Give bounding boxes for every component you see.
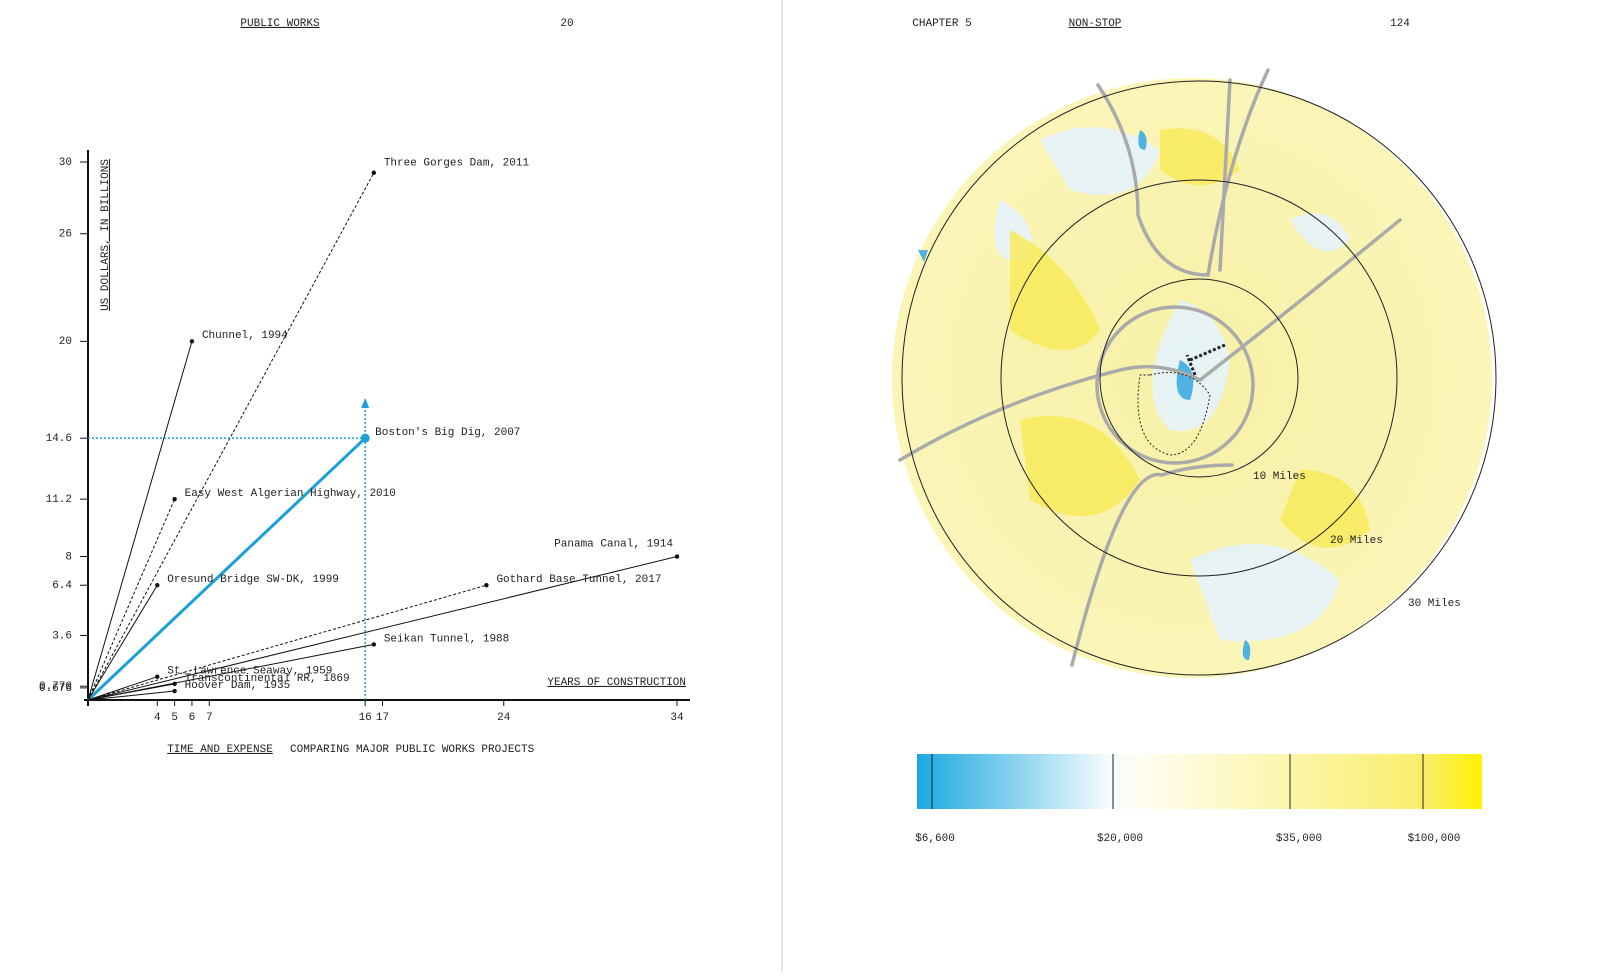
y-tick-label: 14.6 (46, 433, 72, 445)
project-point (172, 688, 177, 694)
ring-label: 10 Miles (1253, 471, 1306, 483)
project-line (87, 584, 158, 701)
x-axis-label: YEARS OF CONSTRUCTION (547, 677, 686, 689)
y-tick-label: 6.4 (52, 580, 72, 592)
map (892, 68, 1497, 678)
project-line (87, 584, 487, 701)
y-tick-label: 11.2 (46, 494, 72, 506)
scale-ticks (931, 754, 1424, 809)
caption-title: TIME AND EXPENSE (167, 744, 273, 756)
y-axis-label: US DOLLARS, IN BILLIONS (100, 159, 112, 311)
scale-label: $6,600 (915, 833, 955, 845)
y-tick-label: 3.6 (52, 630, 72, 642)
project-label: Transcontinental RR, 1869 (185, 673, 350, 685)
ring-label: 20 Miles (1330, 535, 1383, 547)
project-label: Seikan Tunnel, 1988 (384, 633, 509, 645)
scale-label: $20,000 (1097, 833, 1143, 845)
x-tick-label: 6 (189, 712, 196, 724)
page-number: 20 (560, 18, 573, 30)
project-label: Oresund Bridge SW-DK, 1999 (167, 574, 339, 586)
project-label: Boston's Big Dig, 2007 (375, 427, 520, 439)
page-number: 124 (1390, 18, 1410, 30)
project-label: Three Gorges Dam, 2011 (384, 158, 530, 170)
scale-label: $100,000 (1408, 833, 1461, 845)
x-tick-label: 24 (497, 712, 511, 724)
scale-label: $35,000 (1276, 833, 1322, 845)
x-tick-label: 4 (154, 712, 161, 724)
y-tick-label: 20 (59, 336, 72, 348)
project-line (87, 556, 678, 701)
project-label: Hoover Dam, 1935 (185, 680, 291, 692)
project-label: Panama Canal, 1914 (554, 538, 673, 550)
x-tick-label: 34 (670, 712, 684, 724)
header-title: PUBLIC WORKS (240, 18, 320, 30)
header-chapter: CHAPTER 5 (912, 18, 971, 30)
guide-arrow (361, 398, 370, 408)
project-point (371, 170, 377, 175)
project-point (172, 496, 177, 502)
project-line (87, 341, 193, 701)
y-tick-label: 8 (65, 551, 72, 563)
project-line (87, 690, 175, 701)
x-tick-label: 5 (171, 712, 178, 724)
project-point (371, 642, 377, 647)
caption: COMPARING MAJOR PUBLIC WORKS PROJECTS (290, 744, 535, 756)
project-point (484, 583, 489, 588)
project-label: Easy West Algerian Highway, 2010 (185, 488, 396, 500)
ring-label: 30 Miles (1408, 598, 1461, 610)
project-line (87, 172, 375, 701)
x-tick-label: 16 (359, 712, 372, 724)
project-line (87, 676, 158, 701)
x-tick-label: 17 (376, 712, 389, 724)
y-tick-label: 0.770 (39, 681, 72, 693)
project-point (155, 583, 160, 588)
project-label: St. Lawrence Seaway, 1959 (167, 666, 332, 678)
project-point (674, 554, 680, 559)
y-tick-label: 0.676 (39, 683, 72, 695)
project-line (87, 683, 175, 701)
project-point (172, 681, 177, 687)
project-label: Gothard Base Tunnel, 2017 (496, 574, 661, 586)
color-scale (917, 754, 1482, 809)
header-title: NON-STOP (1069, 18, 1122, 30)
project-point (155, 674, 160, 679)
x-tick-label: 7 (206, 712, 213, 724)
project-point (189, 339, 195, 344)
y-tick-label: 30 (59, 157, 72, 169)
y-tick-label: 26 (59, 229, 72, 241)
project-line (87, 498, 176, 701)
project-point (360, 433, 370, 443)
project-line (86, 437, 367, 702)
project-label: Chunnel, 1994 (202, 330, 288, 342)
